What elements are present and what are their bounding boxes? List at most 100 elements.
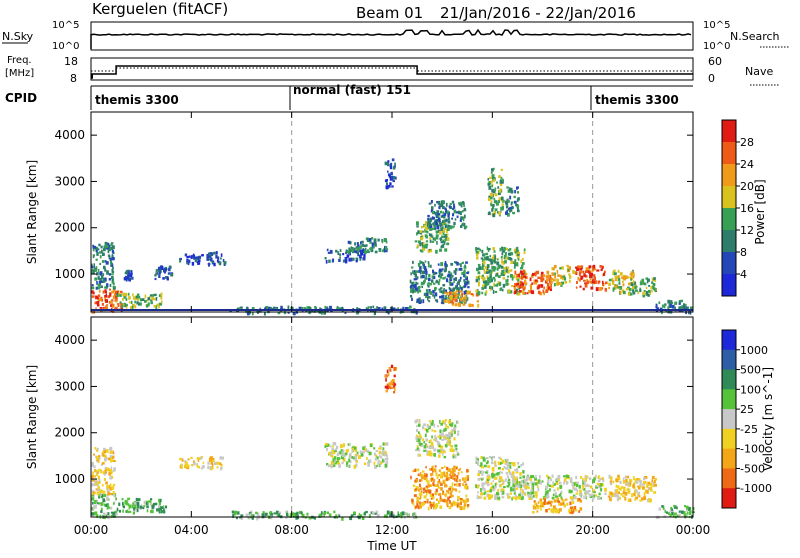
data-cell — [336, 307, 339, 310]
data-cell — [515, 247, 519, 251]
data-cell — [681, 510, 684, 514]
data-cell — [413, 309, 416, 314]
data-cell — [439, 230, 442, 235]
data-cell — [448, 274, 452, 278]
data-cell — [193, 256, 195, 260]
data-cell — [111, 245, 115, 249]
data-cell — [684, 303, 687, 307]
data-cell — [449, 202, 452, 206]
data-cell — [329, 249, 333, 254]
data-cell — [551, 272, 554, 276]
data-cell — [602, 478, 605, 482]
data-cell — [333, 464, 336, 467]
data-cell — [506, 198, 509, 201]
data-cell — [457, 430, 460, 433]
data-cell — [111, 278, 114, 282]
data-cell — [97, 286, 101, 290]
data-cell — [546, 474, 549, 478]
data-cell — [668, 512, 671, 516]
data-cell — [545, 289, 549, 293]
data-cell — [340, 444, 343, 448]
data-cell — [94, 277, 98, 281]
data-cell — [534, 506, 537, 510]
data-cell — [211, 261, 214, 264]
data-cell — [207, 461, 210, 465]
data-cell — [429, 452, 433, 457]
data-cell — [415, 449, 418, 452]
data-cell — [507, 256, 509, 260]
data-cell — [446, 227, 450, 231]
data-cell — [207, 465, 210, 470]
data-cell — [491, 208, 494, 212]
data-cell — [509, 208, 513, 212]
data-cell — [522, 462, 525, 466]
data-cell — [667, 306, 670, 310]
data-cell — [384, 161, 388, 166]
data-cell — [461, 223, 464, 226]
data-cell — [569, 266, 571, 271]
data-cell — [520, 272, 524, 275]
data-cell — [432, 223, 436, 227]
nsky-label: N.Sky — [2, 30, 34, 43]
data-cell — [434, 226, 436, 231]
data-cell — [158, 498, 161, 503]
data-cell — [385, 185, 388, 190]
data-cell — [453, 437, 456, 441]
data-cell — [384, 463, 387, 466]
data-cell — [441, 268, 444, 271]
data-cell — [184, 253, 188, 257]
data-cell — [341, 461, 344, 465]
data-cell — [572, 506, 575, 509]
data-cell — [453, 467, 456, 471]
data-cell — [100, 510, 103, 513]
data-cell — [516, 249, 519, 252]
data-cell — [444, 248, 448, 252]
data-cell — [470, 293, 474, 296]
data-cell — [519, 482, 522, 487]
data-cell — [440, 241, 444, 244]
data-cell — [196, 256, 200, 260]
data-cell — [91, 265, 94, 268]
data-cell — [96, 281, 98, 285]
data-cell — [361, 240, 364, 244]
data-cell — [265, 306, 269, 310]
data-cell — [391, 379, 395, 383]
data-cell — [375, 510, 379, 514]
data-cell — [107, 512, 110, 517]
data-cell — [206, 257, 209, 261]
data-cell — [332, 445, 334, 448]
data-cell — [480, 496, 483, 499]
data-cell — [430, 505, 432, 510]
data-cell — [629, 292, 632, 296]
data-cell — [593, 265, 596, 269]
data-cell — [593, 274, 596, 277]
data-cell — [96, 272, 99, 276]
data-cell — [536, 270, 539, 275]
data-cell — [273, 512, 277, 515]
data-cell — [420, 249, 424, 253]
data-cell — [358, 254, 361, 258]
data-cell — [417, 423, 421, 427]
data-cell — [99, 262, 102, 265]
data-cell — [447, 217, 450, 221]
x-tick-label: 20:00 — [575, 523, 610, 537]
data-cell — [140, 298, 143, 302]
data-cell — [97, 304, 100, 307]
data-cell — [421, 275, 425, 279]
data-cell — [466, 296, 469, 301]
data-cell — [92, 490, 95, 493]
data-cell — [133, 507, 135, 511]
data-cell — [327, 251, 331, 254]
data-cell — [451, 303, 455, 306]
data-cell — [672, 514, 675, 518]
data-cell — [137, 498, 141, 501]
data-cell — [425, 478, 428, 483]
data-cell — [387, 372, 390, 377]
data-cell — [433, 506, 435, 510]
data-cell — [443, 227, 446, 230]
data-cell — [551, 267, 554, 271]
data-cell — [520, 464, 523, 467]
data-cell — [429, 291, 432, 294]
data-cell — [446, 237, 450, 241]
data-cell — [429, 249, 433, 253]
